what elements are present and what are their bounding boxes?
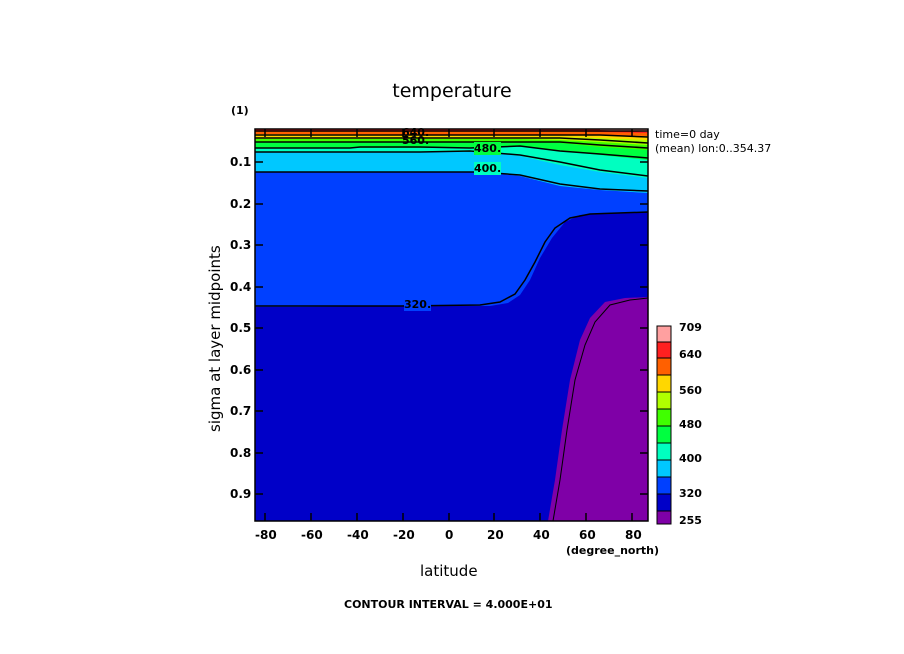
colorbar-label: 640: [679, 348, 702, 361]
y-tick-label: 0.5: [230, 321, 252, 335]
contour-label-640: 640.: [402, 126, 430, 139]
x-tick-label: -60: [301, 528, 323, 542]
contour-line-280: [552, 297, 648, 521]
colorbar: [656, 325, 672, 525]
y-tick-label: 0.1: [230, 155, 252, 169]
x-tick-label: -20: [393, 528, 415, 542]
x-tick-label: 0: [445, 528, 454, 542]
x-tick-label: 60: [579, 528, 596, 542]
y-tick-label: 0.7: [230, 404, 252, 418]
colorbar-label: 400: [679, 452, 702, 465]
y-tick-label: 0.3: [230, 238, 252, 252]
x-tick-label: 20: [487, 528, 504, 542]
y-tick-label: 0.8: [230, 446, 252, 460]
contour-fill: [255, 129, 648, 521]
y-tick-label: 0.2: [230, 197, 252, 211]
y-tick-label: 0.4: [230, 280, 252, 294]
contour-label-480: 480.: [474, 142, 502, 155]
colorbar-label: 320: [679, 487, 702, 500]
x-units-label: (degree_north): [566, 544, 660, 557]
x-tick-label: 80: [625, 528, 642, 542]
x-ticks: [264, 129, 633, 521]
time-info: time=0 day: [655, 128, 720, 141]
contour-label-320: 320.: [404, 298, 432, 311]
contour-label-560: 560.: [402, 134, 430, 147]
colorbar-label: 709: [679, 321, 702, 334]
colorbar-label: 480: [679, 418, 702, 431]
y-tick-label: 0.6: [230, 363, 252, 377]
x-axis-label: latitude: [420, 562, 478, 580]
units-label: (1): [231, 104, 249, 117]
lon-info: (mean) lon:0..354.37: [655, 142, 772, 155]
y-ticks: [255, 161, 648, 495]
y-tick-label: 0.9: [230, 487, 252, 501]
chart-title: temperature: [392, 80, 512, 102]
contour-label-400: 400.: [474, 162, 502, 175]
x-tick-label: -80: [255, 528, 277, 542]
contour-interval-footer: CONTOUR INTERVAL = 4.000E+01: [344, 598, 553, 611]
x-tick-label: -40: [347, 528, 369, 542]
colorbar-label: 560: [679, 384, 702, 397]
colorbar-label: 255: [679, 514, 702, 527]
x-tick-label: 40: [533, 528, 550, 542]
y-axis-label: sigma at layer midpoints: [206, 245, 224, 432]
plot-frame: [254, 128, 649, 522]
